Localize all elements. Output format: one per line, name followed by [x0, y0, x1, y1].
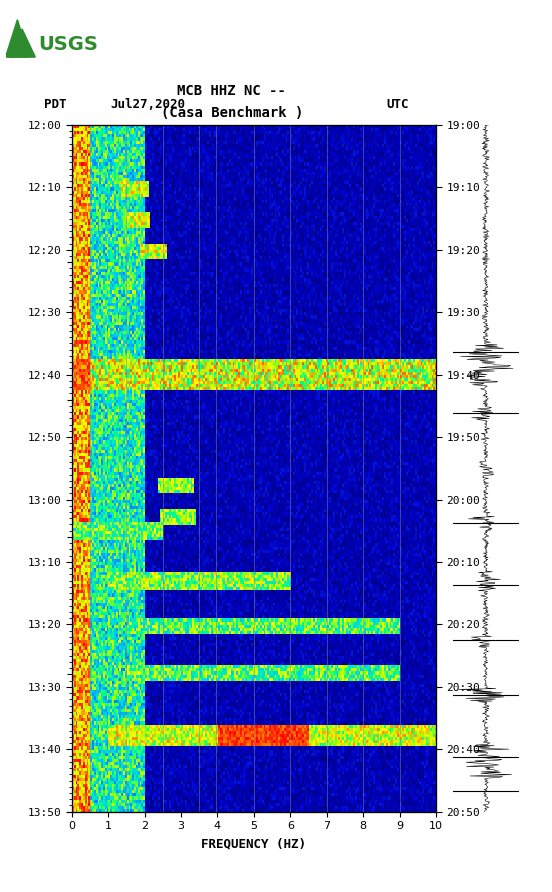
Polygon shape	[6, 20, 29, 57]
Text: UTC: UTC	[386, 98, 409, 112]
Text: USGS: USGS	[39, 35, 98, 54]
Text: PDT: PDT	[44, 98, 67, 112]
Polygon shape	[9, 29, 35, 57]
Text: Jul27,2020: Jul27,2020	[110, 98, 185, 112]
X-axis label: FREQUENCY (HZ): FREQUENCY (HZ)	[201, 837, 306, 850]
Text: MCB HHZ NC --: MCB HHZ NC --	[177, 84, 286, 98]
Text: (Casa Benchmark ): (Casa Benchmark )	[161, 106, 303, 120]
